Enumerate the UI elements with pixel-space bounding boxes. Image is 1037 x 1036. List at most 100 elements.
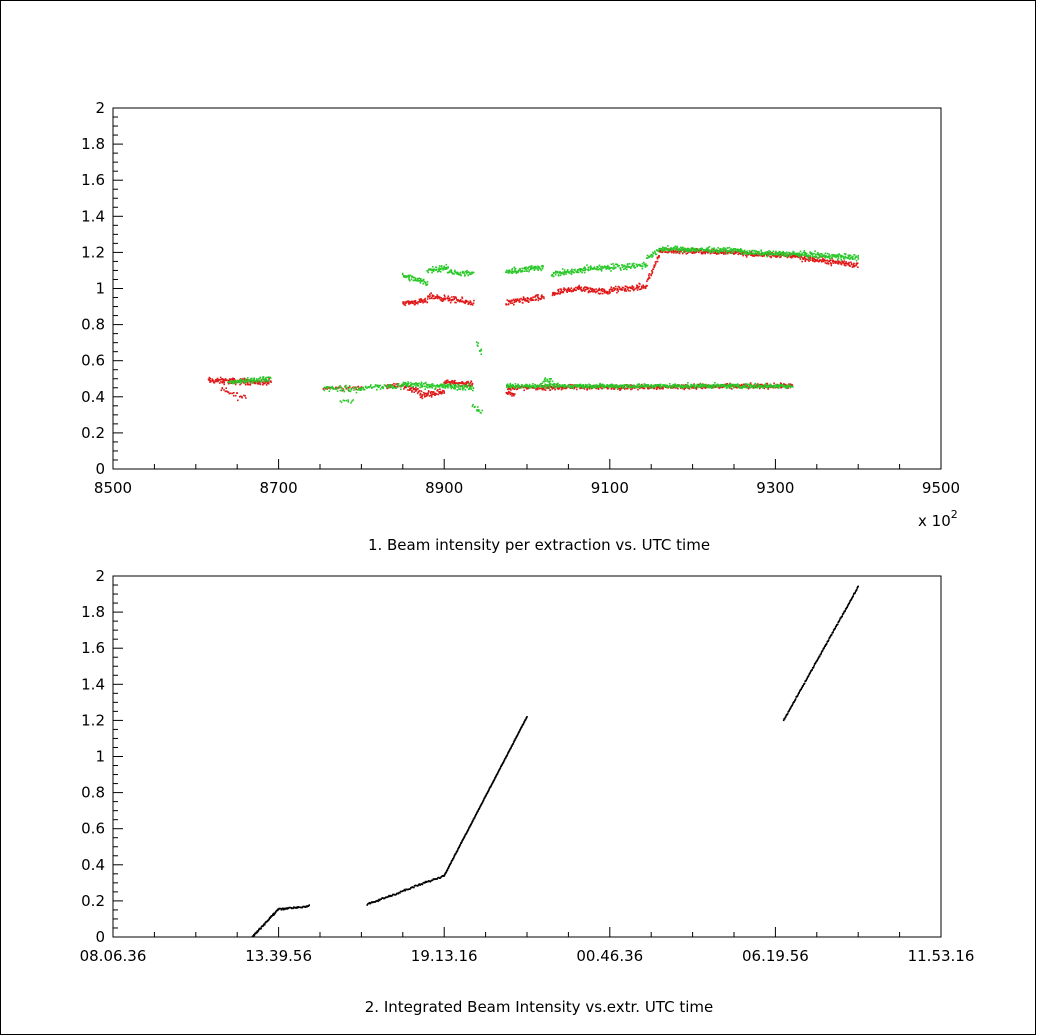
chart1-point: [561, 268, 564, 270]
chart1-point: [431, 294, 434, 296]
chart1-point: [730, 249, 732, 252]
chart2-point: [851, 596, 853, 599]
chart1-point: [707, 384, 710, 386]
chart1-point: [406, 385, 409, 388]
chart2-point: [817, 656, 820, 659]
chart1-point: [259, 383, 262, 386]
chart1-point: [789, 386, 792, 388]
chart1-point: [578, 284, 580, 287]
chart1-point: [811, 254, 814, 256]
chart2-point: [433, 878, 435, 881]
chart1-point: [478, 410, 480, 412]
chart1-point: [620, 269, 622, 271]
chart1-point: [647, 256, 650, 259]
chart1-point: [818, 253, 821, 256]
chart1-point: [562, 291, 564, 293]
chart1-point: [795, 252, 797, 255]
chart1-point: [269, 380, 272, 382]
chart1-point: [531, 267, 534, 269]
chart1-point: [355, 388, 357, 391]
chart1-point: [853, 265, 855, 268]
chart1-point: [235, 381, 237, 383]
chart1-point: [793, 251, 795, 254]
chart1-point: [576, 384, 579, 386]
chart1-point: [357, 386, 359, 388]
chart2-point: [805, 679, 807, 682]
chart1-point: [401, 273, 404, 276]
chart2-point: [789, 707, 791, 710]
chart1-point: [790, 253, 792, 256]
chart1-point: [444, 386, 447, 389]
chart1-point: [652, 268, 655, 271]
chart1-point: [434, 296, 437, 298]
chart1-point: [829, 259, 832, 261]
chart1-point: [814, 256, 817, 258]
chart1-point: [610, 270, 612, 272]
chart1-point: [546, 387, 548, 389]
chart1-point: [694, 251, 696, 254]
chart1-point: [364, 385, 367, 388]
chart1-point: [445, 268, 448, 270]
chart2-point: [497, 770, 500, 772]
chart2-point: [421, 883, 424, 886]
chart1-point: [824, 252, 827, 255]
chart1-point: [631, 264, 634, 266]
chart1-point: [766, 386, 768, 389]
chart1-point: [428, 385, 431, 388]
chart1-point: [245, 381, 247, 384]
chart1-point: [601, 385, 604, 387]
chart1-point: [652, 252, 655, 255]
chart1-point: [510, 385, 513, 388]
chart1-point: [516, 385, 519, 387]
chart1-point: [390, 386, 393, 388]
chart1-point: [247, 380, 249, 383]
chart1-point: [349, 386, 351, 388]
chart1-point: [537, 294, 539, 296]
chart1-point: [622, 287, 625, 289]
chart2-point: [260, 927, 262, 930]
chart1-point: [514, 269, 516, 271]
chart1-point: [347, 389, 350, 391]
chart2-point: [502, 761, 505, 764]
chart1-point: [464, 389, 467, 391]
chart1-point: [686, 250, 689, 253]
chart1-point: [775, 253, 777, 256]
chart1-point: [781, 384, 783, 386]
chart1-point: [413, 391, 415, 393]
chart1-point: [355, 391, 358, 394]
chart1-point: [693, 383, 695, 385]
chart2-point: [455, 852, 457, 855]
chart1-point: [455, 386, 457, 388]
chart1-point: [415, 382, 417, 384]
chart1-point: [857, 258, 860, 260]
chart1-point: [540, 298, 542, 301]
chart1-point: [579, 383, 582, 386]
chart1-point: [769, 250, 771, 253]
chart2-point: [850, 597, 853, 600]
chart1-point: [236, 392, 239, 394]
chart2-point: [791, 703, 794, 706]
chart1-point: [608, 290, 611, 293]
chart1-point: [762, 252, 764, 254]
chart1-point: [830, 262, 832, 264]
chart1-point: [558, 385, 561, 387]
chart1-point: [546, 380, 549, 382]
chart1-point: [388, 384, 391, 386]
chart1-point: [508, 300, 511, 302]
chart1-point: [733, 384, 735, 386]
chart1-point: [343, 390, 346, 393]
chart1-point: [632, 266, 635, 268]
chart1-point: [454, 296, 457, 298]
chart1-point: [613, 384, 615, 386]
chart1-point: [740, 253, 742, 255]
chart2-point: [838, 619, 841, 621]
chart1-point: [673, 247, 675, 250]
chart1-point: [228, 378, 231, 380]
chart1-point: [767, 388, 769, 390]
chart1-point: [802, 257, 804, 259]
chart1-point: [702, 251, 704, 254]
chart1-point: [610, 384, 612, 386]
chart1-point: [572, 290, 574, 293]
chart1-point: [616, 263, 618, 266]
chart1-point: [689, 250, 691, 253]
